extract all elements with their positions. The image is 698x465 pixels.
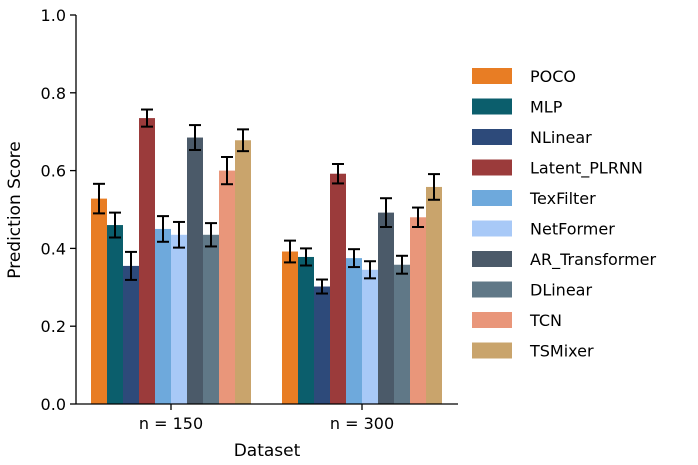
- x-tick-label: n = 300: [330, 414, 394, 433]
- bar-netformer-0: [171, 234, 187, 404]
- legend-label: NLinear: [530, 128, 592, 147]
- bar-netformer-1: [362, 269, 378, 404]
- y-tick-label: 1.0: [41, 6, 66, 25]
- bar-ar-transformer-1: [378, 212, 394, 404]
- y-tick-label: 0.2: [41, 317, 66, 336]
- bar-tsmixer-0: [235, 140, 251, 404]
- bar-poco-1: [282, 251, 298, 404]
- legend-swatch: [472, 159, 512, 176]
- legend-swatch: [472, 190, 512, 206]
- error-bars-group: [93, 108, 440, 295]
- legend-label: Latent_PLRNN: [530, 159, 643, 179]
- legend-label: NetFormer: [530, 220, 615, 239]
- bar-mlp-0: [107, 225, 123, 404]
- legend-label: TexFilter: [529, 189, 596, 208]
- bars-group: [91, 118, 442, 405]
- legend-label: TCN: [529, 311, 562, 330]
- bar-latent-plrnn-0: [139, 118, 155, 405]
- y-tick-label: 0.8: [41, 84, 66, 103]
- bar-mlp-1: [298, 256, 314, 404]
- x-tick-label: n = 150: [139, 414, 203, 433]
- legend-swatch: [472, 98, 512, 115]
- legend-swatch: [472, 68, 512, 84]
- bar-tsmixer-1: [426, 186, 442, 404]
- y-tick-label: 0.6: [41, 162, 66, 181]
- bar-nlinear-0: [123, 265, 139, 404]
- legend-label: MLP: [530, 98, 563, 117]
- legend-label: AR_Transformer: [530, 250, 656, 270]
- legend-swatch: [472, 281, 512, 298]
- legend-swatch: [472, 312, 512, 328]
- legend-label: DLinear: [530, 281, 592, 300]
- bar-tcn-1: [410, 217, 426, 404]
- y-tick-label: 0.4: [41, 239, 66, 258]
- legend-swatch: [472, 342, 512, 359]
- bar-tcn-0: [219, 170, 235, 404]
- legend-swatch: [472, 129, 512, 145]
- bar-dlinear-1: [394, 264, 410, 404]
- axes-group: [75, 15, 458, 405]
- y-axis-label: Prediction Score: [5, 141, 25, 278]
- legend: POCO MLP NLinear Latent_PLRNN TexFilter NetFo…: [472, 67, 656, 361]
- bar-ar-transformer-0: [187, 137, 203, 404]
- bar-poco-0: [91, 198, 107, 404]
- bar-texfilter-0: [155, 228, 171, 404]
- legend-label: POCO: [530, 67, 576, 86]
- x-ticks-group: n = 150 n = 300: [139, 404, 394, 433]
- bar-latent-plrnn-1: [330, 173, 346, 404]
- bar-nlinear-1: [314, 286, 330, 404]
- legend-label: TSMixer: [529, 342, 594, 361]
- legend-swatch: [472, 251, 512, 267]
- y-tick-label: 0.0: [41, 395, 66, 414]
- legend-swatch: [472, 220, 512, 237]
- bar-dlinear-0: [203, 234, 219, 404]
- bar-texfilter-1: [346, 258, 362, 404]
- x-axis-label: Dataset: [234, 441, 301, 461]
- y-ticks-group: 0.0 0.2 0.4 0.6 0.8 1.0: [41, 6, 76, 414]
